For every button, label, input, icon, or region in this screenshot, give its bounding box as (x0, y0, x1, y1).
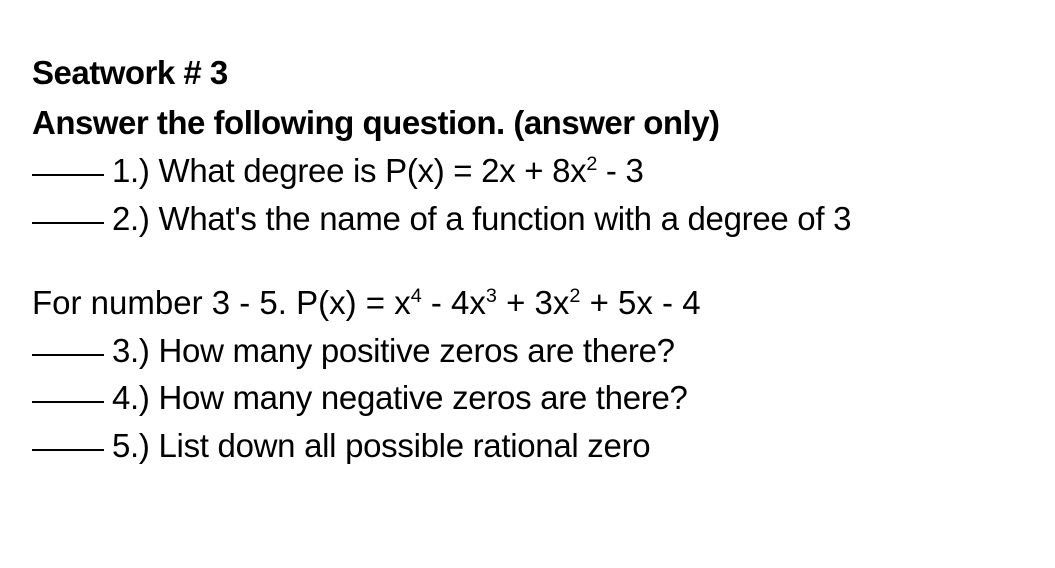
forline-e1: 4 (411, 285, 422, 307)
forline-suffix: + 5x - 4 (580, 284, 700, 321)
q3-text: How many positive zeros are there? (159, 332, 675, 369)
instruction-text: Answer the following question. (answer o… (32, 98, 1023, 148)
answer-blank-3 (32, 354, 104, 356)
question-3: 3.) How many positive zeros are there? (32, 327, 1023, 375)
question-5: 5.) List down all possible rational zero (32, 422, 1023, 470)
forline-e3: 2 (569, 285, 580, 307)
for-number-line: For number 3 - 5. P(x) = x4 - 4x3 + 3x2 … (32, 279, 1023, 327)
answer-blank-2 (32, 222, 104, 224)
answer-blank-5 (32, 449, 104, 451)
q4-text: How many negative zeros are there? (159, 379, 688, 416)
answer-blank-1 (32, 174, 104, 176)
forline-prefix: For number 3 - 5. P(x) = x (32, 284, 411, 321)
q2-text: What's the name of a function with a deg… (159, 200, 852, 237)
forline-m2: - 4x (422, 284, 486, 321)
forline-m3: + 3x (497, 284, 569, 321)
question-2: 2.) What's the name of a function with a… (32, 195, 1023, 243)
q1-text-prefix: What degree is P(x) = 2x + 8x (159, 152, 587, 189)
forline-e2: 3 (486, 285, 497, 307)
q3-number: 3.) (112, 332, 150, 369)
question-1: 1.) What degree is P(x) = 2x + 8x2 - 3 (32, 147, 1023, 195)
answer-blank-4 (32, 401, 104, 403)
q2-number: 2.) (112, 200, 150, 237)
q5-text: List down all possible rational zero (159, 427, 651, 464)
seatwork-title: Seatwork # 3 (32, 48, 1023, 98)
question-4: 4.) How many negative zeros are there? (32, 374, 1023, 422)
q1-number: 1.) (112, 152, 150, 189)
q1-text-suffix: - 3 (597, 152, 643, 189)
q4-number: 4.) (112, 379, 150, 416)
q1-exp1: 2 (586, 153, 597, 175)
q5-number: 5.) (112, 427, 150, 464)
